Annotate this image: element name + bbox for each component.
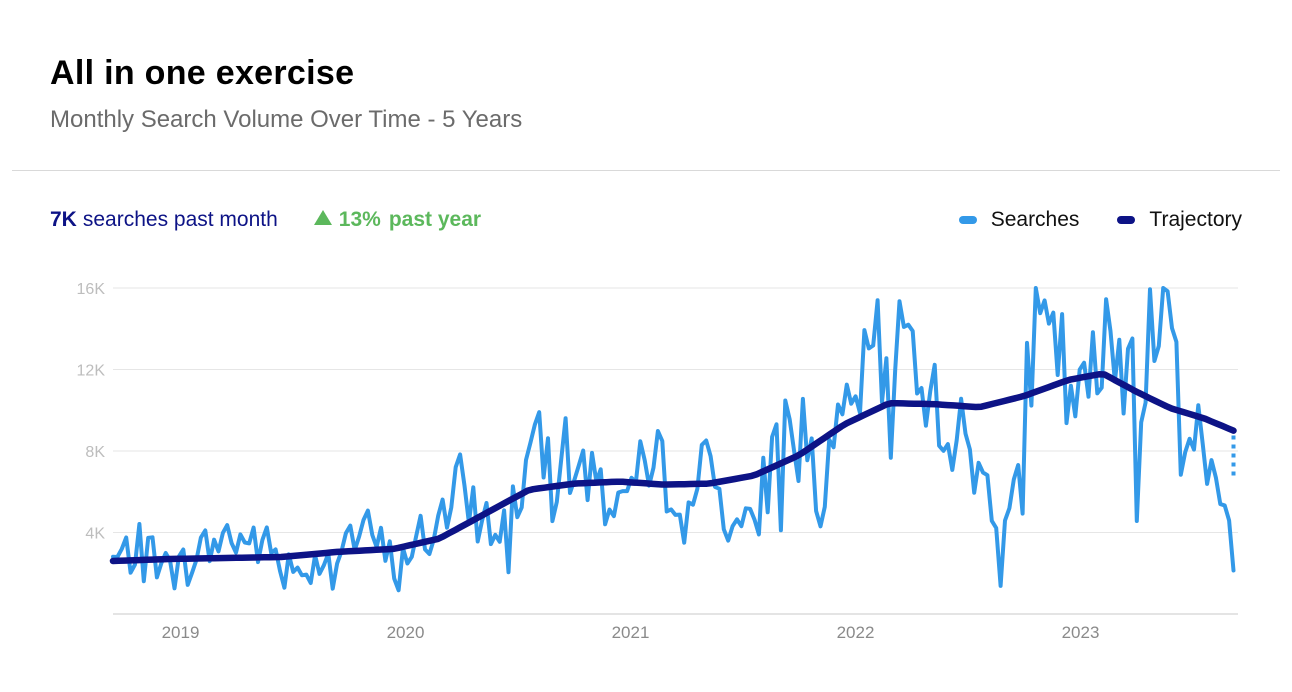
searches-series-line <box>111 286 1236 593</box>
y-tick-label: 8K <box>85 444 105 461</box>
stats-summary: 7K searches past month 13% past year <box>50 208 481 232</box>
growth-value: 13% <box>338 208 381 231</box>
x-tick-label: 2021 <box>612 623 650 642</box>
growth-label: past year <box>388 208 482 231</box>
up-triangle-icon <box>313 210 332 225</box>
growth-indicator: 13% past year <box>313 208 482 232</box>
y-tick-label: 4K <box>85 526 105 543</box>
search-count-label: searches past month <box>82 208 278 231</box>
y-tick-label: 12K <box>77 363 106 380</box>
legend-swatch-trajectory <box>1117 216 1136 224</box>
search-count: 7K <box>50 208 77 231</box>
x-tick-label: 2023 <box>1062 623 1100 642</box>
chart-subtitle: Monthly Search Volume Over Time - 5 Year… <box>50 106 523 133</box>
header-divider <box>12 170 1280 171</box>
legend-swatch-searches <box>958 216 977 224</box>
legend-label-trajectory: Trajectory <box>1149 208 1242 231</box>
chart-legend: Searches Trajectory <box>958 208 1242 232</box>
y-tick-label: 16K <box>77 281 106 298</box>
trajectory-series-line <box>109 371 1237 565</box>
legend-item-searches[interactable]: Searches <box>958 208 1080 232</box>
legend-item-trajectory[interactable]: Trajectory <box>1117 208 1242 232</box>
x-tick-label: 2020 <box>387 623 425 642</box>
legend-label-searches: Searches <box>990 208 1080 231</box>
x-tick-label: 2022 <box>837 623 875 642</box>
chart-title: All in one exercise <box>50 54 355 92</box>
x-tick-label: 2019 <box>162 623 200 642</box>
